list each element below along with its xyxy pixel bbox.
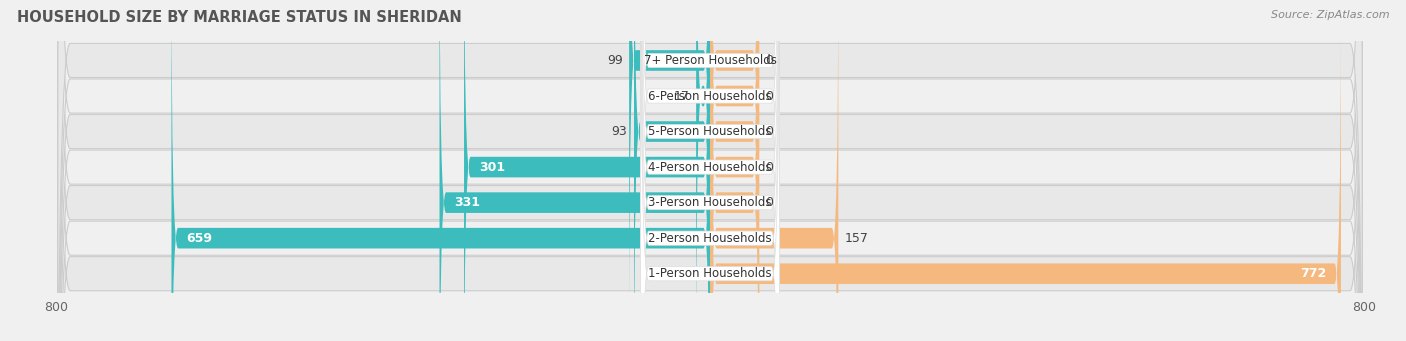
- FancyBboxPatch shape: [710, 0, 838, 341]
- Text: 3-Person Households: 3-Person Households: [648, 196, 772, 209]
- FancyBboxPatch shape: [641, 0, 779, 341]
- Text: 93: 93: [612, 125, 627, 138]
- Text: HOUSEHOLD SIZE BY MARRIAGE STATUS IN SHERIDAN: HOUSEHOLD SIZE BY MARRIAGE STATUS IN SHE…: [17, 10, 461, 25]
- FancyBboxPatch shape: [172, 0, 710, 341]
- Text: 301: 301: [479, 161, 505, 174]
- FancyBboxPatch shape: [634, 0, 710, 341]
- Text: 1-Person Households: 1-Person Households: [648, 267, 772, 280]
- FancyBboxPatch shape: [628, 0, 710, 335]
- Text: 7+ Person Households: 7+ Person Households: [644, 54, 776, 67]
- FancyBboxPatch shape: [641, 0, 779, 341]
- FancyBboxPatch shape: [58, 0, 1362, 341]
- FancyBboxPatch shape: [710, 0, 759, 341]
- FancyBboxPatch shape: [710, 0, 759, 341]
- FancyBboxPatch shape: [58, 0, 1362, 341]
- Text: Source: ZipAtlas.com: Source: ZipAtlas.com: [1271, 10, 1389, 20]
- FancyBboxPatch shape: [58, 0, 1362, 341]
- Text: 157: 157: [845, 232, 869, 245]
- FancyBboxPatch shape: [58, 0, 1362, 341]
- Text: 2-Person Households: 2-Person Households: [648, 232, 772, 245]
- FancyBboxPatch shape: [710, 0, 759, 341]
- FancyBboxPatch shape: [641, 0, 779, 341]
- FancyBboxPatch shape: [440, 0, 710, 341]
- Text: 0: 0: [766, 89, 773, 103]
- FancyBboxPatch shape: [696, 0, 710, 341]
- Text: 5-Person Households: 5-Person Households: [648, 125, 772, 138]
- Text: 0: 0: [766, 125, 773, 138]
- FancyBboxPatch shape: [58, 0, 1362, 341]
- Text: 659: 659: [186, 232, 212, 245]
- Text: 0: 0: [766, 54, 773, 67]
- FancyBboxPatch shape: [641, 0, 779, 341]
- FancyBboxPatch shape: [464, 0, 710, 341]
- FancyBboxPatch shape: [710, 0, 759, 341]
- Text: 331: 331: [454, 196, 481, 209]
- FancyBboxPatch shape: [710, 0, 759, 335]
- Text: 99: 99: [607, 54, 623, 67]
- FancyBboxPatch shape: [58, 0, 1362, 341]
- FancyBboxPatch shape: [58, 0, 1362, 341]
- FancyBboxPatch shape: [641, 0, 779, 341]
- Text: 772: 772: [1301, 267, 1326, 280]
- Text: 6-Person Households: 6-Person Households: [648, 89, 772, 103]
- FancyBboxPatch shape: [710, 0, 1341, 341]
- FancyBboxPatch shape: [641, 0, 779, 341]
- Text: 17: 17: [673, 89, 689, 103]
- FancyBboxPatch shape: [641, 0, 779, 341]
- Text: 0: 0: [766, 196, 773, 209]
- Text: 0: 0: [766, 161, 773, 174]
- Text: 4-Person Households: 4-Person Households: [648, 161, 772, 174]
